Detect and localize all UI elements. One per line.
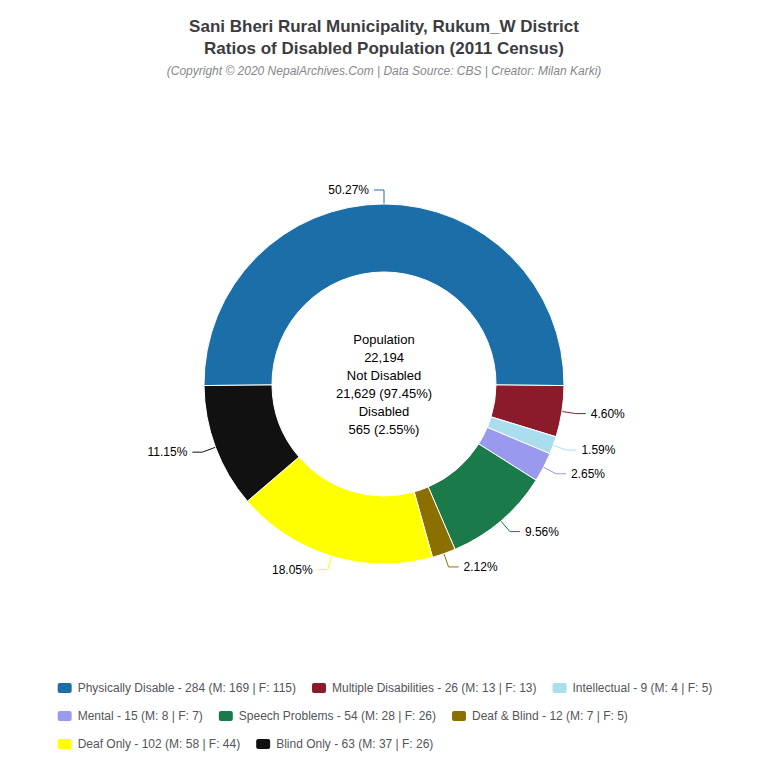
svg-text:Physically Disable - 284 (M: 1: Physically Disable - 284 (M: 169 | F: 11…: [78, 681, 296, 695]
svg-text:Intellectual - 9 (M: 4 | F: 5): Intellectual - 9 (M: 4 | F: 5): [573, 681, 713, 695]
svg-text:2.12%: 2.12%: [464, 560, 498, 574]
svg-text:565 (2.55%): 565 (2.55%): [349, 422, 420, 437]
svg-text:2.65%: 2.65%: [571, 467, 605, 481]
svg-text:Sani Bheri Rural Municipality,: Sani Bheri Rural Municipality, Rukum_W D…: [189, 17, 579, 36]
svg-text:21,629 (97.45%): 21,629 (97.45%): [336, 386, 432, 401]
svg-text:Multiple Disabilities - 26 (M:: Multiple Disabilities - 26 (M: 13 | F: 1…: [332, 681, 537, 695]
svg-text:4.60%: 4.60%: [591, 407, 625, 421]
svg-text:Not Disabled: Not Disabled: [347, 368, 421, 383]
svg-text:Mental - 15 (M: 8 | F: 7): Mental - 15 (M: 8 | F: 7): [78, 709, 203, 723]
svg-text:18.05%: 18.05%: [272, 563, 313, 577]
svg-text:11.15%: 11.15%: [148, 445, 188, 459]
svg-text:Deaf Only - 102 (M: 58 | F: 44: Deaf Only - 102 (M: 58 | F: 44): [78, 737, 241, 751]
svg-text:Deaf & Blind - 12 (M: 7 | F: 5: Deaf & Blind - 12 (M: 7 | F: 5): [472, 709, 628, 723]
svg-text:Disabled: Disabled: [359, 404, 410, 419]
svg-text:Blind Only - 63 (M: 37 | F: 26: Blind Only - 63 (M: 37 | F: 26): [276, 737, 433, 751]
svg-text:50.27%: 50.27%: [328, 183, 369, 197]
svg-text:Ratios of Disabled Population: Ratios of Disabled Population (2011 Cens…: [204, 39, 564, 58]
svg-text:1.59%: 1.59%: [581, 443, 615, 457]
svg-text:9.56%: 9.56%: [525, 525, 559, 539]
svg-text:(Copyright © 2020 NepalArchive: (Copyright © 2020 NepalArchives.Com | Da…: [167, 64, 602, 78]
svg-text:Population: Population: [353, 332, 414, 347]
svg-text:Speech Problems - 54 (M: 28 |: Speech Problems - 54 (M: 28 | F: 26): [239, 709, 436, 723]
svg-text:22,194: 22,194: [364, 350, 404, 365]
